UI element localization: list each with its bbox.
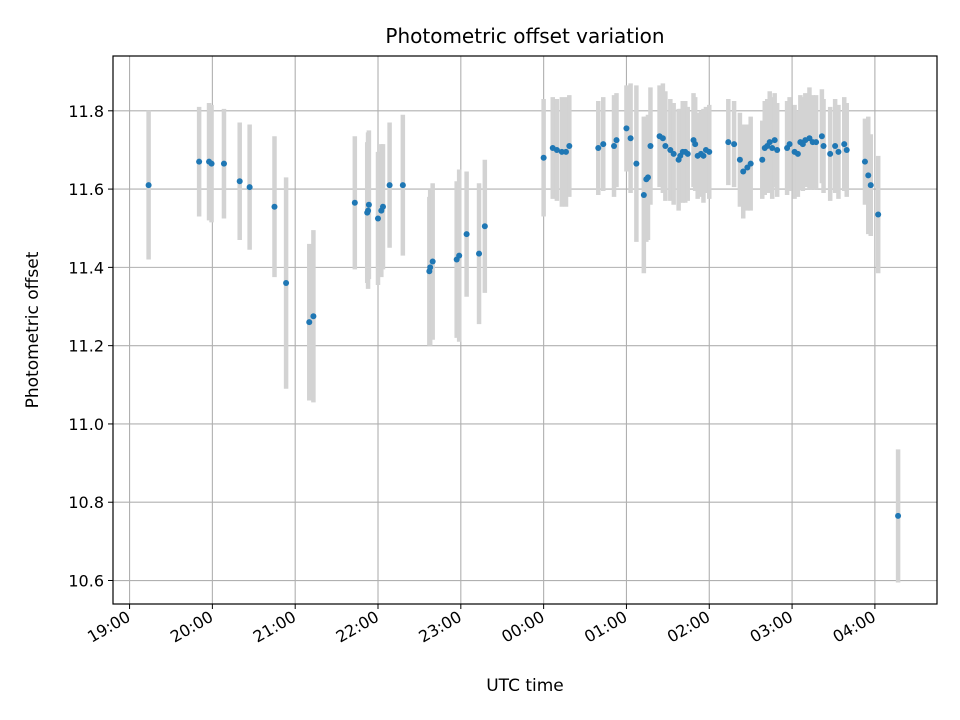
- data-point: [562, 148, 569, 155]
- data-point: [786, 141, 793, 148]
- data-point: [476, 250, 483, 257]
- data-point: [600, 141, 607, 148]
- data-point: [647, 143, 654, 150]
- x-tick-label: 02:00: [664, 607, 713, 647]
- y-tick-label: 11.2: [68, 337, 104, 356]
- y-tick-label: 11.0: [68, 415, 104, 434]
- data-points: [145, 125, 902, 519]
- data-point: [595, 144, 602, 151]
- data-point: [843, 146, 850, 153]
- data-point: [670, 150, 677, 157]
- data-point: [820, 143, 827, 150]
- y-tick-label: 11.4: [68, 258, 104, 277]
- data-point: [835, 148, 842, 155]
- data-point: [481, 223, 488, 230]
- data-point: [623, 125, 630, 132]
- data-point: [731, 141, 738, 148]
- data-point: [611, 143, 618, 150]
- x-tick-label: 23:00: [415, 607, 464, 647]
- data-point: [895, 512, 902, 519]
- data-point: [271, 203, 278, 210]
- data-point: [740, 168, 747, 175]
- y-tick-label: 10.8: [68, 493, 104, 512]
- data-point: [806, 135, 813, 142]
- data-point: [365, 201, 372, 208]
- data-point: [365, 207, 372, 214]
- data-point: [540, 154, 547, 161]
- data-point: [145, 182, 152, 189]
- data-point: [375, 215, 382, 222]
- data-point: [427, 264, 434, 271]
- data-point: [725, 139, 732, 146]
- data-point: [220, 160, 227, 167]
- data-point: [644, 174, 651, 181]
- data-point: [640, 191, 647, 198]
- data-point: [236, 178, 243, 185]
- y-tick-label: 11.6: [68, 180, 104, 199]
- data-point: [246, 184, 253, 191]
- data-point: [875, 211, 882, 218]
- data-point: [310, 313, 317, 320]
- data-point: [759, 156, 766, 163]
- y-tick-label: 11.8: [68, 102, 104, 121]
- data-point: [306, 319, 313, 326]
- x-tick-label: 22:00: [333, 607, 382, 647]
- x-tick-label: 00:00: [498, 607, 547, 647]
- data-point: [283, 280, 290, 287]
- x-tick-label: 03:00: [747, 607, 796, 647]
- data-point: [566, 143, 573, 150]
- data-point: [865, 172, 872, 179]
- data-point: [456, 252, 463, 259]
- data-point: [662, 143, 669, 150]
- data-point: [766, 139, 773, 146]
- x-tick-label: 01:00: [581, 607, 630, 647]
- data-point: [351, 199, 358, 206]
- data-point: [429, 258, 436, 265]
- data-point: [633, 160, 640, 167]
- x-axis: 19:00 20:00 21:00 22:00 23:00 00:00 01:00 02:00…: [84, 604, 879, 647]
- x-tick-label: 19:00: [84, 607, 133, 647]
- chart-title: Photometric offset variation: [385, 24, 664, 48]
- data-point: [659, 135, 666, 142]
- y-axis: 10.6 10.8 11.0 11.2 11.4 11.6 11.8: [68, 102, 113, 591]
- data-point: [736, 156, 743, 163]
- data-point: [613, 137, 620, 144]
- data-point: [771, 137, 778, 144]
- data-point: [399, 182, 406, 189]
- x-tick-label: 21:00: [250, 607, 299, 647]
- data-point: [827, 150, 834, 157]
- y-axis-label: Photometric offset: [23, 251, 43, 408]
- data-point: [379, 203, 386, 210]
- data-point: [463, 231, 470, 238]
- error-bars: [146, 83, 901, 583]
- data-point: [386, 182, 393, 189]
- data-point: [794, 150, 801, 157]
- data-point: [841, 141, 848, 148]
- data-point: [744, 164, 751, 171]
- data-point: [208, 160, 215, 167]
- y-tick-label: 10.6: [68, 572, 104, 591]
- data-point: [747, 160, 754, 167]
- data-point: [558, 148, 565, 155]
- data-point: [867, 182, 874, 189]
- data-point: [832, 143, 839, 150]
- x-axis-label: UTC time: [486, 676, 564, 696]
- data-point: [813, 139, 820, 146]
- data-point: [706, 148, 713, 155]
- data-point: [700, 152, 707, 159]
- x-tick-label: 04:00: [829, 607, 878, 647]
- data-point: [774, 146, 781, 153]
- data-point: [818, 133, 825, 140]
- data-point: [692, 141, 699, 148]
- data-point: [769, 144, 776, 151]
- data-point: [627, 135, 634, 142]
- data-point: [684, 150, 691, 157]
- data-point: [553, 146, 560, 153]
- x-tick-label: 20:00: [167, 607, 216, 647]
- plot-frame: [112, 55, 938, 605]
- data-point: [861, 158, 868, 165]
- data-point: [196, 158, 203, 165]
- data-point: [667, 146, 674, 153]
